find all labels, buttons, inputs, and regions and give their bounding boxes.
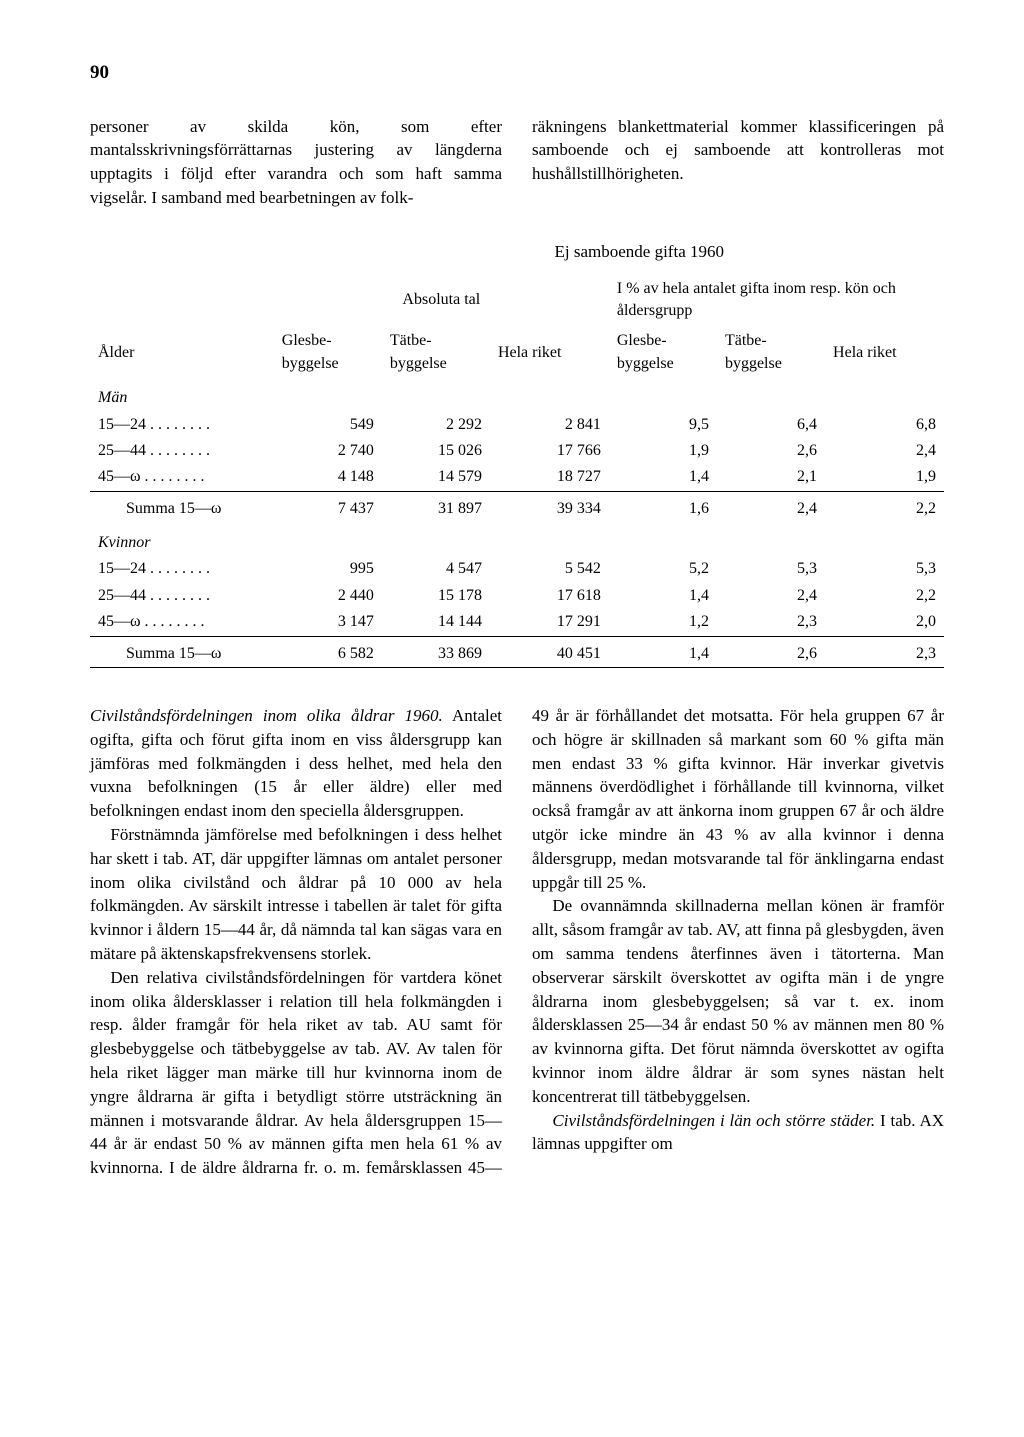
table-cell: 2,3	[825, 636, 944, 667]
table-cell: 6,8	[825, 412, 944, 438]
table-cell: 2 740	[274, 438, 382, 464]
table-cell: 15 178	[382, 583, 490, 609]
table-cell: 39 334	[490, 491, 609, 522]
intro-paragraph: personer av skilda kön, som efter mantal…	[90, 115, 944, 210]
table-cell: Män	[90, 377, 944, 411]
table-cell: 2,4	[717, 491, 825, 522]
table-cell: 33 869	[382, 636, 490, 667]
col-gles-1: Glesbe-byggelse	[274, 328, 382, 377]
table-cell: Kvinnor	[90, 522, 944, 556]
super-header-abs: Absoluta tal	[274, 274, 609, 329]
table-cell: 2,0	[825, 609, 944, 636]
table-cell: 5 542	[490, 556, 609, 582]
page-number: 90	[90, 60, 944, 87]
table-cell: 25—44 . . . . . . . .	[90, 438, 274, 464]
col-tat-1: Tätbe-byggelse	[382, 328, 490, 377]
table-cell: 2 292	[382, 412, 490, 438]
col-hela-2: Hela riket	[825, 328, 944, 377]
table-cell: 1,4	[609, 636, 717, 667]
table-cell: 2,6	[717, 438, 825, 464]
table-cell: 6,4	[717, 412, 825, 438]
table-cell: 25—44 . . . . . . . .	[90, 583, 274, 609]
col-hela-1: Hela riket	[490, 328, 609, 377]
table-cell: 2,4	[825, 438, 944, 464]
table-cell: 1,4	[609, 583, 717, 609]
table-cell: 1,9	[825, 464, 944, 491]
table-cell: 1,2	[609, 609, 717, 636]
table-cell: 18 727	[490, 464, 609, 491]
table-cell: 40 451	[490, 636, 609, 667]
table-cell: 3 147	[274, 609, 382, 636]
table-cell: 2,1	[717, 464, 825, 491]
paragraph-1: Civilståndsfördelningen inom olika åldra…	[90, 704, 502, 823]
table-cell: 15—24 . . . . . . . .	[90, 556, 274, 582]
table-cell: 5,2	[609, 556, 717, 582]
body-text: Civilståndsfördelningen inom olika åldra…	[90, 704, 944, 1180]
table-cell: 2,2	[825, 491, 944, 522]
paragraph-2: Förstnämnda jämförelse med befolkningen …	[90, 823, 502, 966]
table-cell: 31 897	[382, 491, 490, 522]
table-cell: 2,3	[717, 609, 825, 636]
table-cell: 17 291	[490, 609, 609, 636]
table-row: 25—44 . . . . . . . .2 74015 02617 7661,…	[90, 438, 944, 464]
table-section: Män	[90, 377, 944, 411]
table-row: 45—ω . . . . . . . .4 14814 57918 7271,4…	[90, 464, 944, 491]
table-row: 15—24 . . . . . . . .5492 2922 8419,56,4…	[90, 412, 944, 438]
table-cell: 15 026	[382, 438, 490, 464]
table-row: 25—44 . . . . . . . .2 44015 17817 6181,…	[90, 583, 944, 609]
table-cell: 2 841	[490, 412, 609, 438]
p5-italic: Civilståndsfördelningen i län och större…	[552, 1111, 875, 1130]
table-cell: 4 547	[382, 556, 490, 582]
table-cell: 7 437	[274, 491, 382, 522]
table-cell: 2,4	[717, 583, 825, 609]
table-cell: 549	[274, 412, 382, 438]
data-table-wrap: Ej samboende gifta 1960 Absoluta tal I %…	[90, 240, 944, 668]
table-row: 45—ω . . . . . . . .3 14714 14417 2911,2…	[90, 609, 944, 636]
table-row: Summa 15—ω7 43731 89739 3341,62,42,2	[90, 491, 944, 522]
table-section: Kvinnor	[90, 522, 944, 556]
table-row: 15—24 . . . . . . . .9954 5475 5425,25,3…	[90, 556, 944, 582]
table-cell: 5,3	[717, 556, 825, 582]
table-cell: 2,2	[825, 583, 944, 609]
super-header-pct: I % av hela antalet gifta inom resp. kön…	[609, 274, 944, 329]
paragraph-4: De ovannämnda skillnaderna mellan könen …	[532, 894, 944, 1108]
table-cell: Summa 15—ω	[90, 636, 274, 667]
p1-italic: Civilståndsfördelningen inom olika åldra…	[90, 706, 443, 725]
intro-left: personer av skilda kön, som efter mantal…	[90, 115, 502, 210]
col-age: Ålder	[90, 328, 274, 377]
table-cell: 14 579	[382, 464, 490, 491]
table-cell: 14 144	[382, 609, 490, 636]
table-cell: 4 148	[274, 464, 382, 491]
table-cell: 1,6	[609, 491, 717, 522]
intro-right: räkningens blankettmaterial kommer klass…	[532, 115, 944, 210]
table-cell: 995	[274, 556, 382, 582]
table-cell: 17 618	[490, 583, 609, 609]
table-cell: 1,9	[609, 438, 717, 464]
data-table: Absoluta tal I % av hela antalet gifta i…	[90, 274, 944, 668]
table-row: Summa 15—ω6 58233 86940 4511,42,62,3	[90, 636, 944, 667]
table-cell: 5,3	[825, 556, 944, 582]
table-cell: 15—24 . . . . . . . .	[90, 412, 274, 438]
table-cell: 45—ω . . . . . . . .	[90, 464, 274, 491]
table-title: Ej samboende gifta 1960	[90, 240, 944, 264]
table-cell: 2,6	[717, 636, 825, 667]
table-cell: 9,5	[609, 412, 717, 438]
col-tat-2: Tätbe-byggelse	[717, 328, 825, 377]
table-cell: Summa 15—ω	[90, 491, 274, 522]
paragraph-5: Civilståndsfördelningen i län och större…	[532, 1109, 944, 1157]
table-cell: 1,4	[609, 464, 717, 491]
table-cell: 2 440	[274, 583, 382, 609]
table-cell: 6 582	[274, 636, 382, 667]
table-cell: 45—ω . . . . . . . .	[90, 609, 274, 636]
table-cell: 17 766	[490, 438, 609, 464]
col-gles-2: Glesbe-byggelse	[609, 328, 717, 377]
